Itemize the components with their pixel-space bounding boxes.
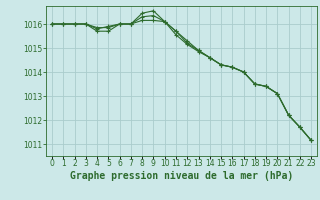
- X-axis label: Graphe pression niveau de la mer (hPa): Graphe pression niveau de la mer (hPa): [70, 171, 293, 181]
